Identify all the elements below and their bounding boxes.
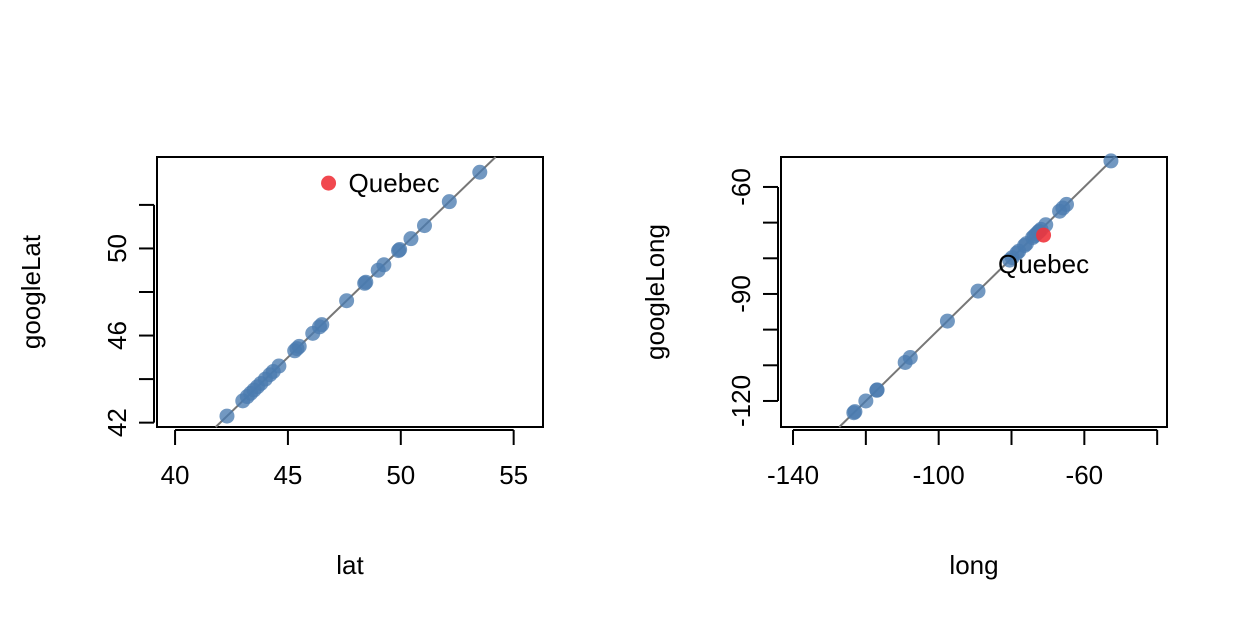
data-point [271,358,287,374]
data-point [291,338,307,354]
data-point [358,274,374,290]
x-tick-label: 50 [386,460,415,490]
x-tick-label: -100 [913,460,965,490]
y-axis-label: googleLong [640,224,670,360]
data-point [314,317,330,333]
data-point [392,242,408,258]
points-group [846,153,1119,421]
data-point [869,382,885,398]
y-axis: -60 -90 -120 [726,168,779,427]
data-point [403,231,419,247]
data-point [472,164,488,180]
data-point [219,408,235,424]
y-tick-label: 42 [102,408,132,437]
x-tick-label: 55 [499,460,528,490]
quebec-annotation: Quebec [998,249,1089,279]
y-axis-label: googleLat [16,234,46,349]
y-axis: 42 46 50 [102,203,155,437]
x-tick-label: -140 [767,460,819,490]
data-point [339,293,355,309]
quebec-point [321,175,337,191]
plot-frame [156,156,544,428]
y-tick-label: -60 [726,168,756,206]
panel-long: -140 -100 -60 -60 -90 -120 long googleLong Q… [640,153,1168,580]
y-tick-label: 50 [102,234,132,263]
data-point [416,218,432,234]
x-axis: -140 -100 -60 [767,429,1159,490]
y-tick-label: -120 [726,375,756,427]
data-point [1058,196,1074,212]
y-tick-label: -90 [726,275,756,313]
x-axis-label: lat [336,550,364,580]
data-point [858,393,874,409]
data-point [902,349,918,365]
points-group [219,164,488,424]
panel-lat: 40 45 50 55 42 46 50 lat googleLat Quebec [16,156,544,580]
x-tick-label: 45 [273,460,302,490]
data-point [939,313,955,329]
data-point [376,257,392,273]
x-tick-label: 40 [161,460,190,490]
data-point [1103,153,1119,169]
x-tick-label: -60 [1066,460,1104,490]
plot-frame [780,156,1168,428]
data-point [970,283,986,299]
x-axis-label: long [949,550,998,580]
x-axis: 40 45 50 55 [161,429,528,490]
quebec-point [1036,227,1052,243]
data-point [441,194,457,210]
y-tick-label: 46 [102,321,132,350]
quebec-annotation: Quebec [349,168,440,198]
data-point [847,404,863,420]
